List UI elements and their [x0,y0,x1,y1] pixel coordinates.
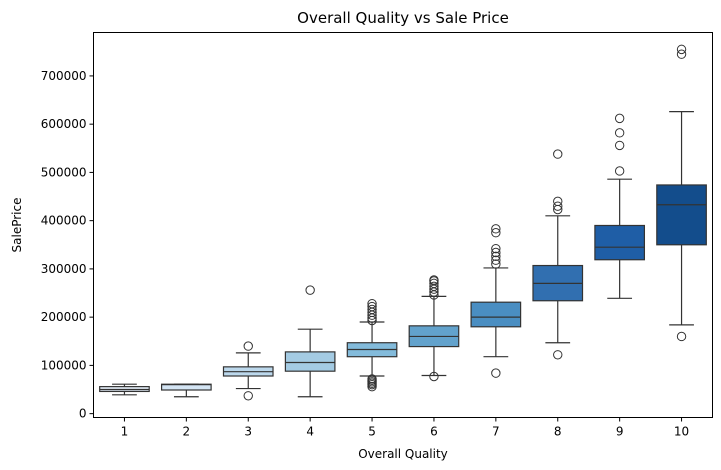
x-tick-label: 9 [616,425,624,439]
x-tick-label: 5 [368,425,376,439]
outlier-point [553,350,563,360]
outlier-point [243,391,253,401]
box [284,351,336,372]
outlier-point [491,228,501,238]
box [594,224,646,261]
outlier-point [491,224,501,234]
chart-title: Overall Quality vs Sale Price [297,9,509,27]
outlier-point [553,201,563,211]
outlier-point [491,368,501,378]
outlier-point [429,371,439,382]
y-tick-label: 500000 [41,165,87,179]
outlier-point [491,243,501,254]
box-group-6 [408,275,460,382]
x-tick-label: 8 [554,425,562,439]
x-axis: 1 2 3 4 5 6 7 8 9 10 [121,417,689,439]
box-group-4 [284,285,336,398]
y-axis-label: SalePrice [10,198,24,253]
box-group-7 [470,224,522,378]
plot-frame [93,32,713,418]
outlier-point [614,113,625,124]
y-tick-label: 100000 [41,358,87,372]
box-group-2 [160,383,212,398]
outlier-point [367,298,377,309]
y-tick-label: 300000 [41,262,87,276]
box [656,184,707,246]
outlier-point [429,281,439,291]
y-tick-label: 200000 [41,310,87,324]
y-tick-label: 600000 [41,117,87,131]
x-tick-label: 6 [430,425,438,439]
outlier-point [491,251,501,262]
x-tick-label: 3 [244,425,252,439]
outlier-point [553,196,563,207]
outlier-point [491,259,501,269]
outlier-point [676,44,687,55]
x-tick-label: 2 [183,425,191,439]
outlier-point [243,341,253,351]
y-tick-label: 0 [79,407,87,421]
outlier-point [676,331,687,342]
outlier-point [553,149,563,159]
box-group-1 [99,383,150,396]
y-axis: 0 100000 200000 300000 400000 500000 600000 700… [41,69,94,421]
outlier-point [614,166,625,176]
outlier-point [614,128,625,138]
x-tick-label: 10 [674,425,689,439]
outlier-point [367,301,377,312]
box-group-10 [656,44,707,342]
outlier-point [491,247,501,258]
outlier-point [429,275,439,285]
box [470,301,522,328]
y-tick-label: 400000 [41,214,87,228]
box-group-5 [346,298,398,392]
outlier-point [676,49,687,59]
x-tick-label: 4 [306,425,314,439]
outlier-point [491,255,501,265]
box-group-3 [222,341,274,401]
box-group-9 [594,113,646,299]
outlier-point [429,278,439,289]
y-tick-label: 700000 [41,69,87,83]
box-group-8 [532,149,584,360]
x-axis-label: Overall Quality [358,447,448,461]
box-plot-area [99,44,707,401]
outlier-point [367,374,377,384]
x-tick-label: 7 [492,425,500,439]
outlier-point [367,304,377,315]
outlier-point [305,285,315,295]
x-tick-label: 1 [121,425,129,439]
outlier-point [614,140,625,151]
